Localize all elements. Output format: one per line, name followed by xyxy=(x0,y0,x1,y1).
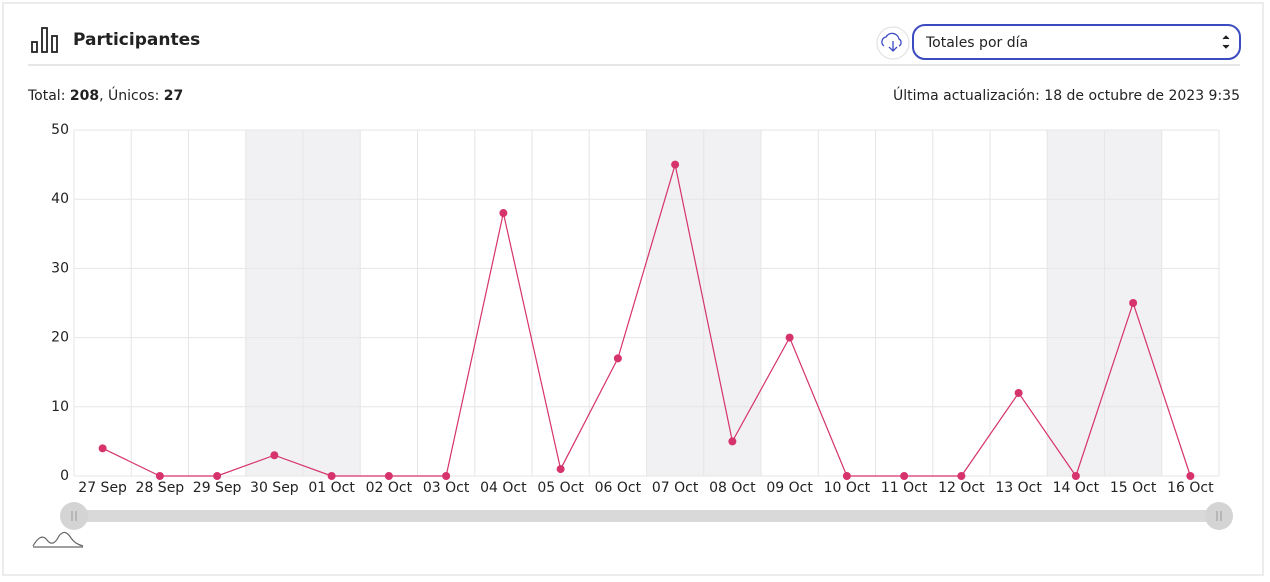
data-point xyxy=(728,437,737,446)
x-tick-label: 30 Sep xyxy=(250,480,299,496)
x-tick-label: 08 Oct xyxy=(709,480,756,496)
data-point xyxy=(556,465,565,474)
total-label: Total: xyxy=(27,88,65,104)
x-tick-label: 11 Oct xyxy=(881,480,928,496)
data-point xyxy=(671,160,680,169)
x-tick-label: 12 Oct xyxy=(938,480,985,496)
last-updated: Última actualización: 18 de octubre de 2… xyxy=(893,86,1240,104)
data-point xyxy=(270,451,279,460)
x-tick-label: 14 Oct xyxy=(1053,480,1100,496)
x-tick-label: 15 Oct xyxy=(1110,480,1157,496)
data-point xyxy=(155,472,164,480)
x-tick-label: 10 Oct xyxy=(824,480,871,496)
x-tick-label: 29 Sep xyxy=(193,480,242,496)
data-point xyxy=(1129,299,1138,307)
y-tick-label: 0 xyxy=(60,468,69,484)
total-value: 208 xyxy=(70,88,99,104)
separator: , xyxy=(99,88,103,104)
widget-title: Participantes xyxy=(73,30,200,50)
data-point xyxy=(442,472,451,480)
x-tick-label: 04 Oct xyxy=(480,480,527,496)
y-tick-label: 30 xyxy=(51,260,69,276)
x-tick-label: 06 Oct xyxy=(595,480,642,496)
weekend-band xyxy=(303,130,361,476)
unique-value: 27 xyxy=(164,88,183,104)
x-tick-label: 16 Oct xyxy=(1167,480,1214,496)
data-point xyxy=(327,472,336,480)
data-point xyxy=(1186,472,1195,480)
summary: Total: 208, Únicos: 27 xyxy=(27,86,183,104)
y-tick-label: 10 xyxy=(51,399,69,415)
data-point xyxy=(1071,472,1080,480)
data-point xyxy=(613,354,622,363)
weekend-band xyxy=(245,130,303,476)
mode-select[interactable]: Totales por día xyxy=(912,24,1241,60)
overview-icon xyxy=(32,531,84,548)
x-tick-label: 02 Oct xyxy=(366,480,413,496)
x-tick-label: 01 Oct xyxy=(308,480,355,496)
y-tick-label: 50 xyxy=(51,122,69,138)
x-tick-label: 05 Oct xyxy=(537,480,584,496)
data-point xyxy=(499,209,508,218)
data-point xyxy=(785,333,794,342)
data-point xyxy=(842,472,851,480)
data-point xyxy=(213,472,222,480)
data-point xyxy=(900,472,909,480)
x-tick-label: 28 Sep xyxy=(136,480,185,496)
x-tick-label: 27 Sep xyxy=(78,480,127,496)
select-value: Totales por día xyxy=(925,35,1028,51)
x-tick-label: 13 Oct xyxy=(995,480,1042,496)
x-tick-label: 07 Oct xyxy=(652,480,699,496)
y-tick-label: 40 xyxy=(51,191,69,207)
data-point xyxy=(957,472,966,480)
chart-icon xyxy=(31,27,58,53)
weekend-band xyxy=(703,130,761,476)
range-slider[interactable] xyxy=(60,502,1233,530)
data-point xyxy=(1014,388,1023,397)
y-tick-label: 20 xyxy=(51,330,69,346)
weekend-band xyxy=(646,130,704,476)
unique-label: Únicos: xyxy=(108,86,159,104)
series-line xyxy=(102,164,1191,478)
data-point xyxy=(98,444,107,453)
x-tick-label: 09 Oct xyxy=(766,480,813,496)
data-point xyxy=(384,472,393,480)
download-button[interactable] xyxy=(876,26,910,60)
weekend-band xyxy=(1047,130,1105,476)
x-tick-label: 03 Oct xyxy=(423,480,470,496)
